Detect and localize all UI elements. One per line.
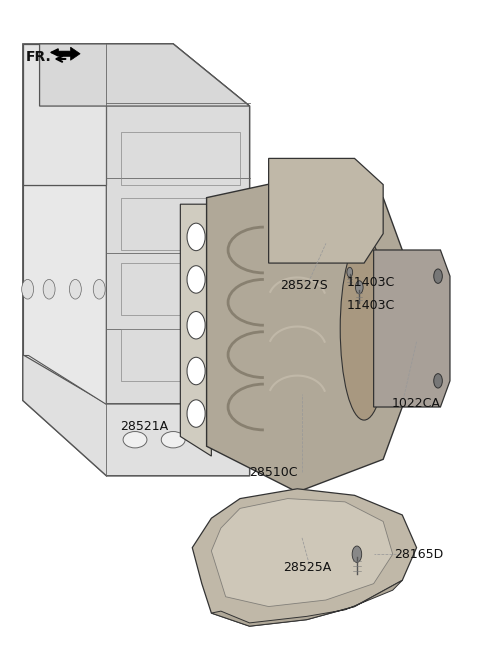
Ellipse shape (123, 432, 147, 448)
Polygon shape (180, 204, 211, 456)
Ellipse shape (187, 265, 205, 293)
Polygon shape (206, 178, 407, 492)
Text: 28525A: 28525A (283, 561, 331, 574)
Text: 11403C: 11403C (347, 276, 396, 289)
Polygon shape (59, 47, 80, 60)
Polygon shape (107, 44, 250, 404)
Ellipse shape (347, 267, 353, 277)
Polygon shape (211, 580, 402, 626)
Polygon shape (373, 250, 450, 407)
Polygon shape (211, 499, 393, 606)
Polygon shape (23, 44, 250, 476)
Ellipse shape (187, 311, 205, 339)
Ellipse shape (199, 432, 223, 448)
Ellipse shape (340, 237, 388, 420)
Ellipse shape (22, 279, 34, 299)
Ellipse shape (93, 279, 105, 299)
Text: 1022CA: 1022CA (392, 397, 441, 410)
Ellipse shape (187, 357, 205, 385)
Ellipse shape (187, 223, 205, 251)
Polygon shape (23, 355, 250, 476)
Text: 28521A: 28521A (120, 420, 168, 433)
Ellipse shape (356, 281, 363, 294)
Polygon shape (192, 489, 417, 626)
Polygon shape (39, 44, 250, 106)
Polygon shape (23, 185, 107, 404)
Ellipse shape (434, 374, 443, 388)
Text: 28510C: 28510C (249, 466, 298, 479)
Polygon shape (269, 158, 383, 263)
Text: FR.: FR. (25, 50, 51, 64)
Ellipse shape (187, 400, 205, 427)
Text: 28165D: 28165D (395, 548, 444, 560)
Ellipse shape (434, 269, 443, 283)
Ellipse shape (161, 432, 185, 448)
Polygon shape (23, 44, 107, 185)
Ellipse shape (70, 279, 81, 299)
Ellipse shape (352, 546, 362, 562)
Text: 11403C: 11403C (347, 299, 396, 312)
Ellipse shape (43, 279, 55, 299)
Text: 28527S: 28527S (280, 279, 328, 292)
